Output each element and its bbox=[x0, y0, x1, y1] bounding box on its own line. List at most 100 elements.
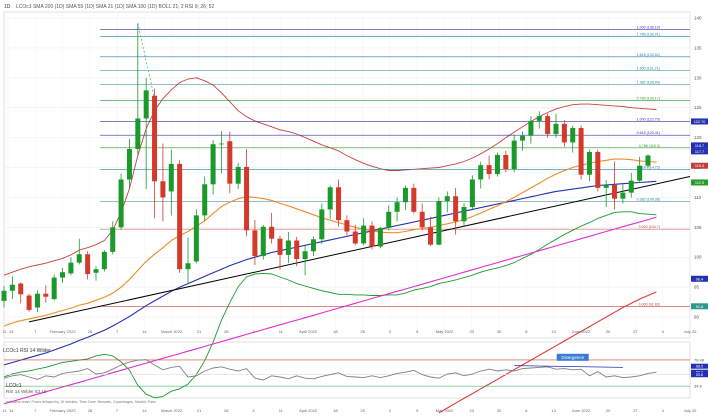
fib-level-label: 1.000 (122.70) bbox=[637, 117, 660, 121]
candle-body bbox=[637, 165, 643, 181]
candle-body bbox=[411, 187, 417, 212]
x-tick-label: March 2022 bbox=[161, 408, 183, 413]
x-tick-label: 20 bbox=[606, 408, 611, 413]
candle-body bbox=[277, 238, 283, 255]
time-axis: 11. 14 11. 14 7 7 February 2022 February 2022… bbox=[3, 329, 698, 413]
candle-body bbox=[444, 196, 450, 202]
x-tick-label: 23 bbox=[470, 408, 475, 413]
y-tick-label: 130 bbox=[694, 75, 702, 80]
candle-body bbox=[118, 179, 124, 228]
candle-body bbox=[469, 179, 475, 208]
x-tick-label: 7 bbox=[34, 408, 37, 413]
candle-body bbox=[185, 263, 191, 270]
price-tag bbox=[691, 148, 708, 155]
rsi-tag bbox=[691, 363, 708, 369]
candle-body bbox=[545, 116, 551, 135]
rsi-tag bbox=[691, 372, 708, 378]
x-tick-label: 14 bbox=[142, 408, 147, 413]
disclaimer: Indicative chart. Prices delayed by 15 m… bbox=[6, 400, 156, 404]
x-tick-label-top: June 2022 bbox=[572, 329, 591, 334]
trendlines bbox=[28, 23, 691, 323]
y-tick-label: 110 bbox=[694, 195, 702, 200]
y-tick-label: 140 bbox=[694, 15, 702, 20]
candle-body bbox=[553, 123, 559, 135]
price-tag-label: 112.5 bbox=[695, 181, 704, 185]
x-tick-label: 4 bbox=[252, 408, 255, 413]
candle-body bbox=[202, 184, 208, 216]
x-tick-label-top: 23 bbox=[470, 329, 475, 334]
x-tick-label-top: 13 bbox=[551, 329, 556, 334]
fib-level-label: 1.382 (128.90) bbox=[637, 80, 660, 84]
price-tag-label: 115.3 bbox=[695, 164, 704, 168]
x-tick-label-top: 21 bbox=[197, 329, 202, 334]
moving-averages bbox=[3, 158, 657, 414]
x-tick-label: 9 bbox=[416, 408, 419, 413]
candlesticks bbox=[1, 23, 651, 313]
x-tick-label: 27 bbox=[633, 408, 638, 413]
interval-label: 1D bbox=[4, 4, 11, 10]
candle-body bbox=[428, 227, 434, 245]
candle-body bbox=[352, 231, 358, 244]
fib-level-label: 0.618 (114.72) bbox=[637, 165, 660, 169]
x-tick-label: 28 bbox=[88, 408, 93, 413]
candle-body bbox=[586, 151, 592, 175]
x-tick-label: 4 bbox=[662, 408, 665, 413]
rsi-tag-label: 68.0 bbox=[696, 365, 703, 369]
price-tag bbox=[691, 275, 708, 282]
candle-body bbox=[612, 184, 618, 199]
x-tick-label-top: 4 bbox=[252, 329, 255, 334]
x-tick-label: 11. 14 bbox=[3, 408, 15, 413]
candle-body bbox=[394, 202, 400, 212]
candle-body bbox=[310, 239, 316, 252]
candle-body bbox=[361, 225, 367, 244]
x-tick-label: June 2022 bbox=[572, 408, 591, 413]
y-tick-label: 125 bbox=[694, 105, 702, 110]
x-tick-label-top: 4 bbox=[662, 329, 665, 334]
candle-body bbox=[43, 293, 49, 297]
x-tick-label-top: July 20 bbox=[684, 329, 697, 334]
y-tick-label: 100 bbox=[694, 255, 702, 260]
price-tag-label: 118.7 bbox=[695, 144, 704, 148]
price-tag bbox=[691, 118, 708, 125]
candle-body bbox=[269, 226, 275, 239]
fib-level-label: 1.618 (133.52) bbox=[637, 53, 660, 57]
candle-body bbox=[244, 166, 250, 231]
x-tick-label-top: February 2022 bbox=[50, 329, 77, 334]
candle-body bbox=[570, 128, 576, 143]
support-trendline bbox=[28, 176, 691, 323]
candle-body bbox=[419, 211, 425, 228]
candle-body bbox=[336, 187, 342, 221]
x-tick-label-top: 28 bbox=[88, 329, 93, 334]
x-tick-label: April 2022 bbox=[299, 408, 318, 413]
candle-body bbox=[285, 240, 291, 255]
x-tick-label-top: 9 bbox=[416, 329, 419, 334]
candle-body bbox=[344, 220, 350, 232]
candle-body bbox=[26, 295, 32, 310]
fib-level-label: 0.382 (109.38) bbox=[637, 198, 660, 202]
candle-body bbox=[327, 187, 333, 210]
sma21-line bbox=[3, 158, 657, 327]
y-tick-label: 120 bbox=[694, 135, 702, 140]
candle-body bbox=[494, 154, 500, 175]
x-tick-label: February 2022 bbox=[50, 408, 77, 413]
peak-dashed-line bbox=[137, 23, 155, 99]
candle-body bbox=[302, 251, 308, 260]
rsi-tick-label: 34.8 bbox=[694, 384, 703, 389]
rsi-panel-frame bbox=[3, 341, 691, 399]
candle-body bbox=[528, 120, 534, 136]
y-tick-label: 90 bbox=[694, 315, 700, 320]
x-tick-label: 18 bbox=[333, 408, 338, 413]
candle-body bbox=[68, 262, 74, 274]
x-tick-label-top: 11 bbox=[279, 329, 284, 334]
fibonacci-levels: 1.000 (138.10) 1.786 (136.91) 1.618 (133.5… bbox=[100, 25, 690, 307]
x-tick-label: 25 bbox=[360, 408, 365, 413]
y-tick-label: 95 bbox=[694, 285, 700, 290]
fib-level-label: 1.786 (136.91) bbox=[637, 33, 660, 37]
candle-body bbox=[18, 283, 24, 295]
candle-body bbox=[628, 180, 634, 193]
x-tick-label-top: 7 bbox=[34, 329, 37, 334]
fib-level-label: 0.000 (104.7) bbox=[639, 225, 660, 229]
candle-body bbox=[603, 184, 609, 188]
